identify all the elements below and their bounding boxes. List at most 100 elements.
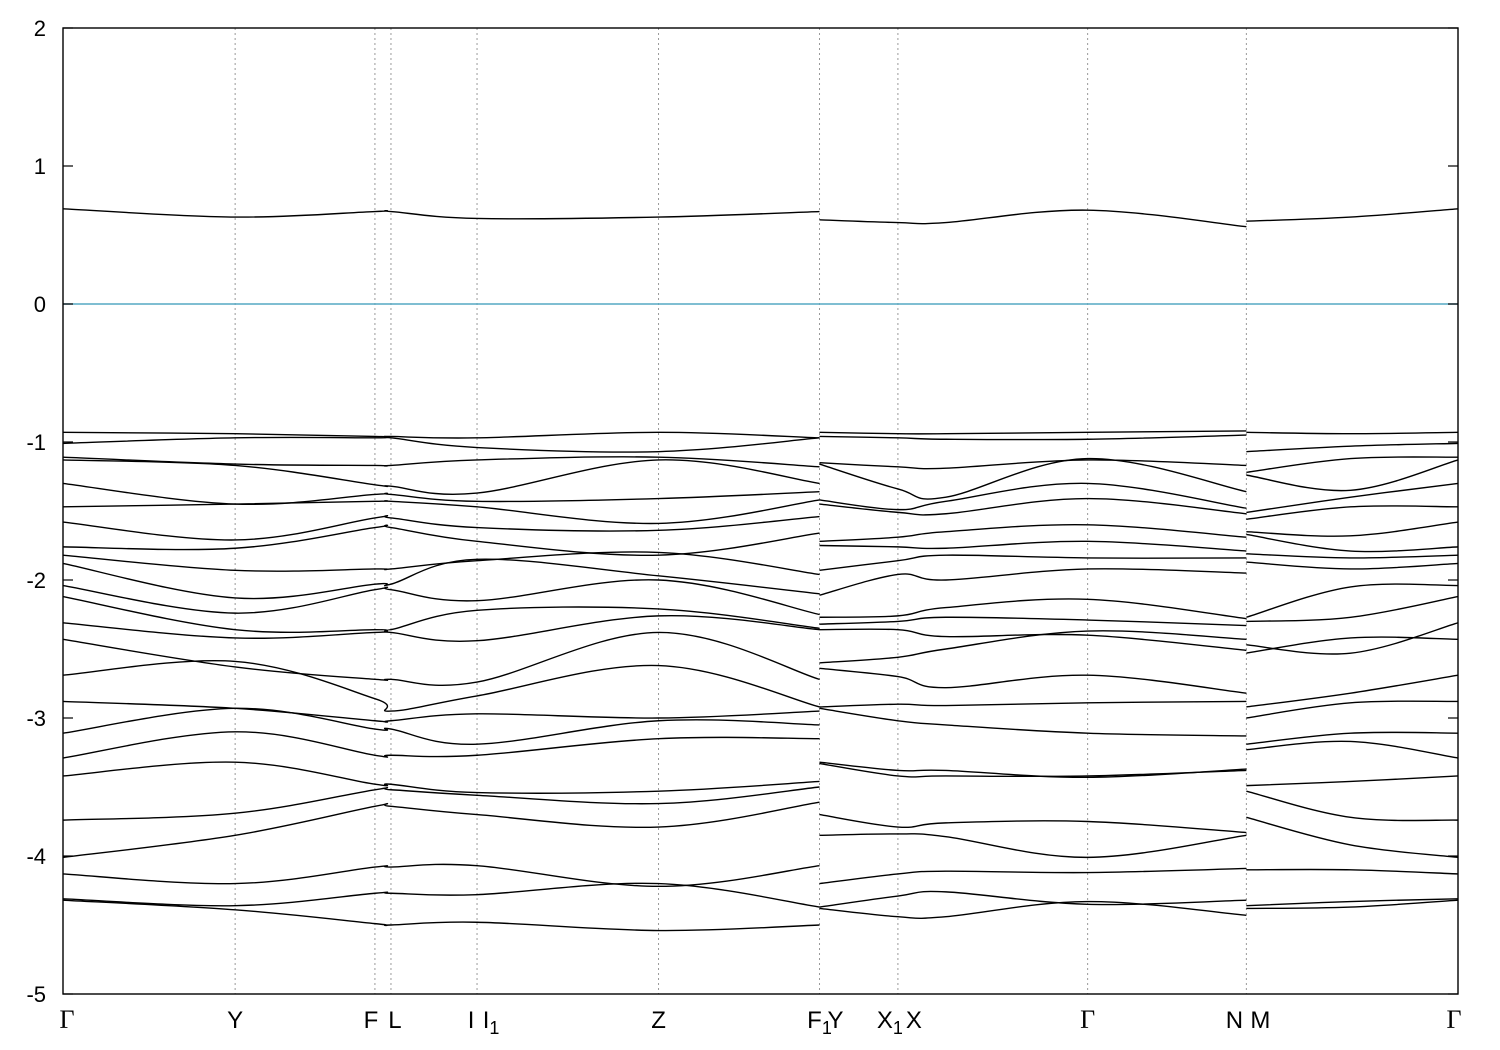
kpoint-label: N (1226, 1007, 1243, 1034)
band-line (819, 707, 1247, 737)
band-line (1246, 553, 1459, 559)
band-line (1246, 561, 1459, 570)
kpoint-label: F (364, 1007, 379, 1034)
band-line (819, 667, 1247, 694)
band-line (819, 833, 1247, 859)
band-line (62, 558, 820, 600)
kpoint-label: M (1250, 1007, 1270, 1034)
band-line (62, 208, 820, 220)
band-line (819, 457, 1247, 500)
band-line (1246, 521, 1459, 537)
band-line (62, 515, 820, 541)
band-line (62, 499, 820, 525)
band-line (1246, 442, 1459, 453)
y-tick-label: 0 (34, 292, 46, 317)
kpoint-label: Γ (1446, 1005, 1461, 1034)
band-line (1246, 740, 1459, 759)
band-line (1246, 482, 1459, 514)
band-line (1246, 431, 1459, 435)
kpoint-label: I1 (483, 1007, 500, 1038)
band-line (819, 430, 1247, 435)
band-line (819, 540, 1247, 552)
band-line (62, 882, 820, 908)
band-line (819, 762, 1247, 778)
band-line (62, 863, 820, 888)
y-axis: 2 1 0 -1 -2 -3 -4 -5 (26, 16, 1458, 1007)
band-line (1246, 898, 1459, 907)
band-lines (62, 208, 1459, 932)
band-line (62, 631, 820, 687)
band-line (1246, 731, 1459, 745)
band-line (819, 568, 1247, 596)
band-line (819, 761, 1247, 779)
band-line (62, 551, 820, 576)
band-line (819, 434, 1247, 441)
band-line (62, 436, 820, 453)
band-line (1246, 775, 1459, 787)
plot-frame (62, 27, 1459, 995)
kpoint-label: Z (651, 1007, 666, 1034)
band-line (819, 867, 1247, 885)
band-line (1246, 674, 1459, 708)
band-line (1246, 899, 1459, 910)
band-line (819, 628, 1247, 652)
kpoint-label: Γ (59, 1005, 74, 1034)
band-line (62, 614, 820, 642)
high-symmetry-gridlines (234, 28, 1247, 994)
kpoint-label: F1 (807, 1007, 832, 1038)
band-line (62, 456, 820, 468)
y-tick-label: -5 (26, 982, 46, 1007)
band-line (62, 524, 820, 557)
x-axis-kpath-labels: Γ Y F L I I1 Z F1Y X1 X Γ N M Γ (59, 1005, 1461, 1038)
band-line (1246, 595, 1459, 623)
y-tick-label: 2 (34, 16, 46, 41)
band-line (1246, 583, 1459, 618)
band-line (819, 616, 1247, 627)
band-line (62, 707, 820, 745)
band-line (819, 900, 1247, 920)
band-line (1246, 790, 1459, 822)
band-line (62, 431, 820, 439)
band-line (62, 595, 820, 634)
band-line (1246, 700, 1459, 719)
band-line (819, 598, 1247, 620)
band-line (1246, 622, 1459, 655)
band-line (1246, 505, 1459, 520)
band-line (819, 459, 1247, 470)
band-line (62, 700, 820, 723)
band-line (62, 801, 820, 859)
kpoint-label: X1 (877, 1007, 903, 1038)
band-line (62, 579, 820, 616)
y-tick-label: -3 (26, 706, 46, 731)
band-line (62, 761, 820, 794)
band-line (1246, 868, 1459, 875)
band-line (62, 899, 820, 932)
band-line (1246, 456, 1459, 474)
kpoint-label: Y (227, 1007, 243, 1034)
y-tick-label: -2 (26, 568, 46, 593)
kpoint-label: I (468, 1007, 475, 1034)
band-line (62, 731, 820, 759)
band-line (1246, 636, 1459, 654)
band-line (819, 523, 1247, 543)
band-line (819, 482, 1247, 511)
band-line (1246, 816, 1459, 859)
band-line (819, 630, 1247, 664)
band-line (819, 554, 1247, 572)
kpoint-label: Γ (1080, 1005, 1095, 1034)
band-line (62, 786, 820, 821)
y-tick-label: -1 (26, 430, 46, 455)
band-line (819, 890, 1247, 908)
band-line (1246, 208, 1459, 222)
band-line (1246, 459, 1459, 492)
band-line (1246, 533, 1459, 553)
y-tick-label: -4 (26, 844, 46, 869)
band-line (62, 459, 820, 495)
band-line (62, 660, 820, 712)
band-line (819, 497, 1247, 516)
band-line (62, 482, 820, 506)
band-line (819, 813, 1247, 834)
band-line (819, 209, 1247, 228)
kpoint-label: Y (828, 1007, 844, 1034)
